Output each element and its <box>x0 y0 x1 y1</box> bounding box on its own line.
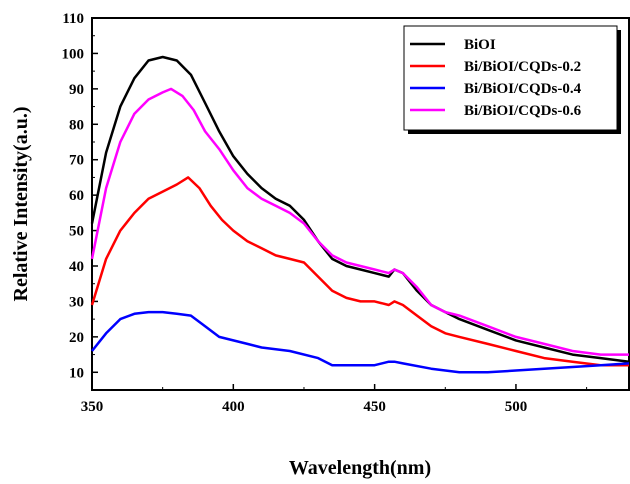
x-tick-label: 350 <box>81 399 104 415</box>
x-tick-label: 450 <box>363 399 386 415</box>
series-line-3 <box>90 87 629 356</box>
y-tick-label: 20 <box>69 330 84 346</box>
legend: BiOI Bi/BiOI/CQDs-0.2 Bi/BiOI/CQDs-0.4 Bi/B… <box>403 25 621 134</box>
legend-label: BiOI <box>464 37 496 53</box>
y-tick-label: 40 <box>69 259 84 275</box>
legend-label: Bi/BiOI/CQDs-0.4 <box>464 81 582 97</box>
x-tick-label: 500 <box>505 399 528 415</box>
series-line-2 <box>91 310 630 374</box>
y-tick-label: 90 <box>69 82 84 98</box>
y-tick-label: 110 <box>62 11 84 27</box>
y-tick-label: 50 <box>69 224 84 240</box>
x-axis-title: Wavelength(nm) <box>289 457 431 479</box>
y-tick-label: 10 <box>69 365 84 381</box>
plot-frame <box>91 17 630 391</box>
series-lines <box>90 55 630 374</box>
y-tick-label: 30 <box>69 294 84 310</box>
legend-label: Bi/BiOI/CQDs-0.2 <box>464 59 581 75</box>
y-tick-label: 60 <box>69 188 84 204</box>
y-tick-label: 70 <box>69 153 84 169</box>
legend-items: BiOI Bi/BiOI/CQDs-0.2 Bi/BiOI/CQDs-0.4 Bi/B… <box>410 37 582 119</box>
axis-ticks: 350 400 450 500 10 20 30 40 50 60 70 80 90 100 110 <box>62 11 588 415</box>
series-line-1 <box>90 176 629 367</box>
x-tick-label: 400 <box>222 399 245 415</box>
y-tick-label: 100 <box>62 46 85 62</box>
y-tick-label: 80 <box>69 117 84 133</box>
legend-label: Bi/BiOI/CQDs-0.6 <box>464 103 582 119</box>
y-axis-title: Relative Intensity(a.u.) <box>10 107 32 302</box>
